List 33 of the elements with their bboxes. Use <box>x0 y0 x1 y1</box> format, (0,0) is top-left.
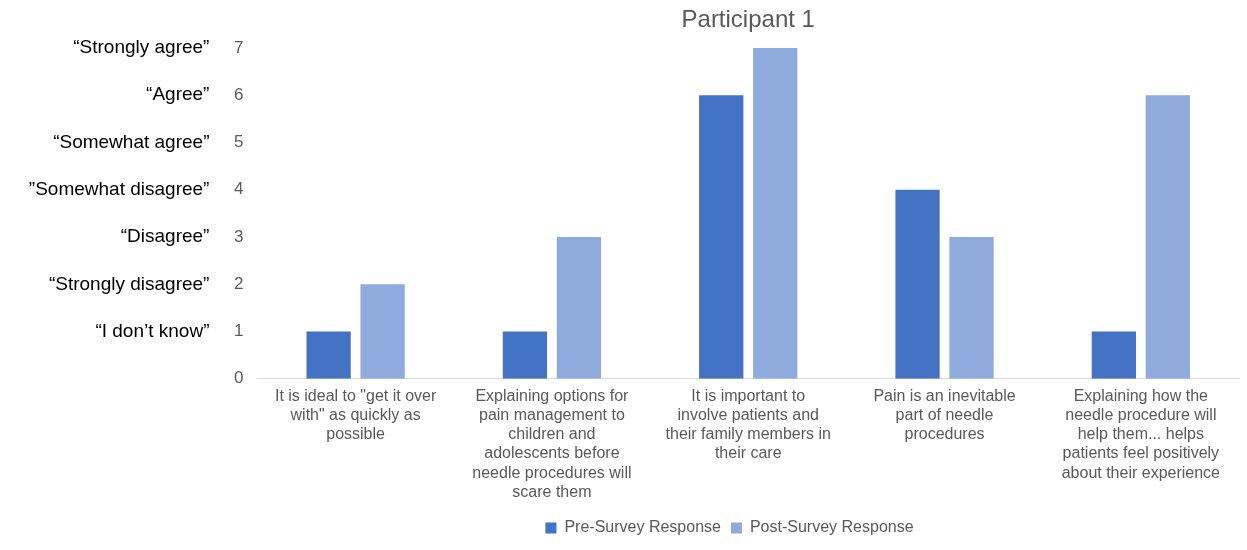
bar <box>753 48 798 379</box>
bar <box>895 189 940 379</box>
text: “Disagree” <box>120 225 210 247</box>
y-tick-label: 7 <box>233 37 244 57</box>
y-tick-label: 3 <box>233 226 244 246</box>
chart-title: Participant 1 <box>681 4 815 32</box>
legend-label: Post-Survey Response <box>749 518 914 536</box>
bar <box>1145 95 1190 379</box>
bar <box>306 331 351 379</box>
bar <box>360 284 405 379</box>
text: ”Somewhat disagree” <box>28 178 210 200</box>
bar <box>556 237 602 379</box>
x-tick-label: Pain is an inevitable part of needle procedures <box>873 386 1016 443</box>
y-tick-label: 2 <box>233 273 244 293</box>
y-tick-label: 0 <box>233 368 244 388</box>
y-tick-label: 6 <box>233 84 244 104</box>
text: “Strongly disagree” <box>48 272 210 294</box>
y-tick-label: 1 <box>233 321 244 341</box>
text: “Somewhat agree” <box>53 130 210 152</box>
x-tick-label: It is ideal to "get it over with" as quickly as possible <box>274 386 437 443</box>
x-tick-label: Explaining options for pain management to children and adolescents before needle procedures will scare them <box>472 386 632 500</box>
x-tick-label: It is important to involve patients and their family members in their care <box>665 386 831 462</box>
legend-label: Pre-Survey Response <box>564 518 722 536</box>
bar <box>502 331 548 379</box>
x-tick-label: Explaining how the needle procedure will help them... helps patients feel positively about their experience <box>1061 386 1221 481</box>
text: “Agree” <box>146 83 210 105</box>
bar <box>949 237 994 379</box>
y-tick-label: 4 <box>233 179 244 199</box>
text: “Strongly agree” <box>73 36 210 58</box>
bar <box>699 95 744 379</box>
bar <box>1091 331 1136 379</box>
y-tick-label: 5 <box>233 132 244 152</box>
text: “I don’t know” <box>95 319 210 341</box>
